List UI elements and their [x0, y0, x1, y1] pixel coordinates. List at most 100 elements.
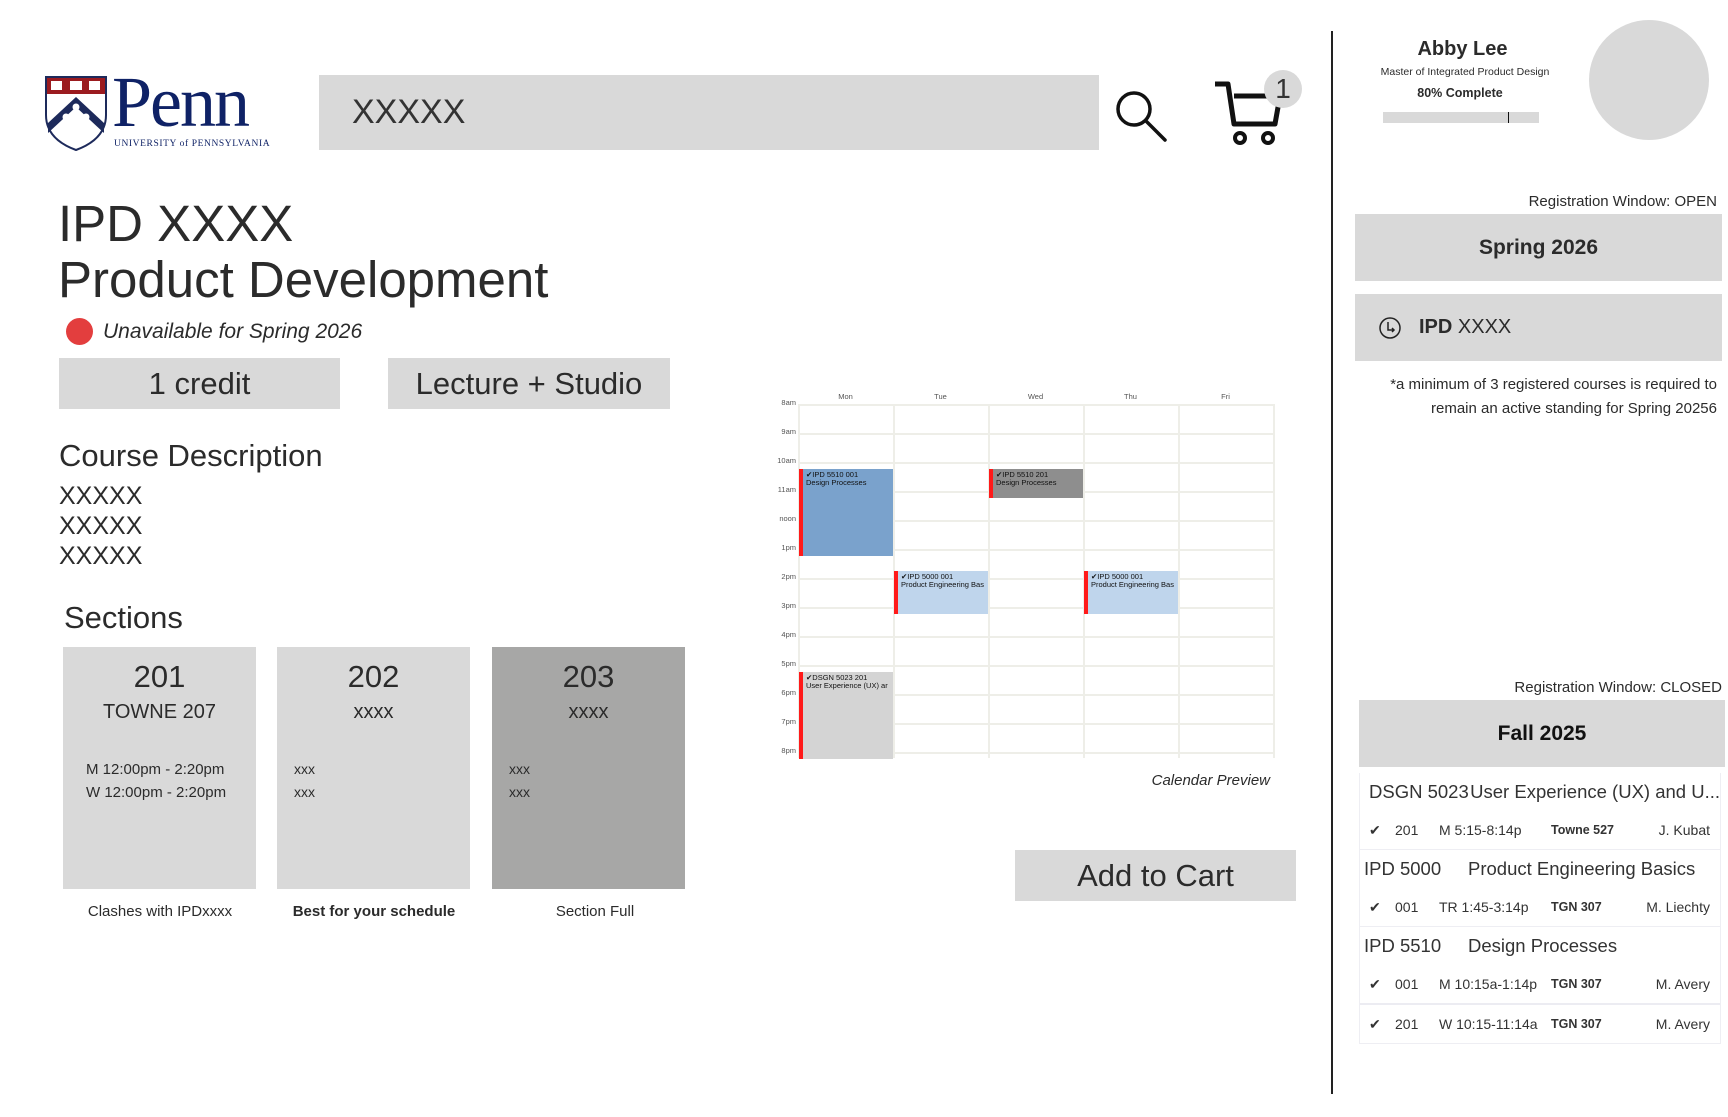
calendar-day-label: Thu — [1124, 392, 1137, 401]
search-input[interactable]: XXXXX — [319, 75, 1099, 150]
calendar-gridline — [798, 752, 1273, 754]
section-time: W 10:15-11:14a — [1439, 1016, 1538, 1032]
progress-marker — [1507, 112, 1509, 123]
calendar-hour-label: 7pm — [781, 717, 796, 726]
calendar-day-label: Tue — [934, 392, 947, 401]
calendar-event[interactable]: ✔DSGN 5023 201 User Experience (UX) ar — [799, 672, 893, 759]
student-name: Abby Lee — [1417, 38, 1508, 60]
event-subtitle: Product Engineering Bas — [901, 579, 984, 589]
event-subtitle: Product Engineering Bas — [1091, 579, 1174, 589]
fall-course-list: DSGN 5023 User Experience (UX) and U... ✔ 2… — [1359, 773, 1721, 1044]
calendar-gridline — [798, 607, 1273, 609]
calendar-event[interactable]: ✔IPD 5000 001 Product Engineering Bas — [894, 570, 988, 614]
credits-badge: 1 credit — [59, 358, 340, 409]
section-number: 201 — [1395, 822, 1419, 838]
row-divider — [1360, 1003, 1720, 1005]
course-title: User Experience (UX) and U... — [1470, 781, 1720, 802]
section-card-203[interactable]: 203 xxxx xxx xxx — [492, 647, 685, 889]
penn-shield-icon — [45, 76, 107, 152]
course-header: IPD 5510 Design Processes — [1360, 927, 1720, 965]
course-prefix: IPD — [1419, 316, 1453, 338]
check-icon: ✔ — [1369, 975, 1381, 992]
fall-course[interactable]: DSGN 5023 User Experience (UX) and U... ✔ 2… — [1359, 773, 1721, 850]
calendar-hour-label: 4pm — [781, 630, 796, 639]
calendar-day-divider — [798, 404, 800, 758]
note-line: remain an active standing for Spring 202… — [1430, 400, 1717, 417]
calendar-hour-label: 10am — [777, 456, 796, 465]
course-code: DSGN 5023 — [1369, 781, 1469, 802]
calendar-caption: Calendar Preview — [1151, 772, 1270, 789]
calendar-hour-label: noon — [779, 514, 796, 523]
description-line: XXXXX — [59, 482, 143, 510]
calendar-day-label: Wed — [1027, 392, 1044, 401]
event-title: ✔IPD 5510 201 — [996, 470, 1049, 480]
calendar-hour-label: 5pm — [781, 659, 796, 668]
description-heading: Course Description — [59, 438, 323, 473]
calendar-hour-label: 8am — [781, 398, 796, 407]
cart-course-item[interactable]: IPD XXXX — [1355, 294, 1722, 361]
section-card-202[interactable]: 202 xxxx xxx xxx — [277, 647, 470, 889]
section-row[interactable]: ✔ 001 TR 1:45-3:14p TGN 307 M. Liechty — [1360, 888, 1720, 926]
student-program: Master of Integrated Product Design — [1380, 66, 1550, 78]
calendar-event[interactable]: ✔IPD 5510 001 Design Processes — [799, 469, 893, 556]
section-instructor: M. Avery — [1655, 976, 1710, 992]
section-row[interactable]: ✔ 201 W 10:15-11:14a TGN 307 M. Avery — [1360, 1005, 1720, 1043]
add-to-cart-button[interactable]: Add to Cart — [1015, 850, 1296, 901]
course-code: XXXX — [1457, 316, 1512, 338]
calendar-hour-label: 11am — [777, 485, 796, 494]
avatar[interactable] — [1589, 20, 1709, 140]
course-name: Product Development — [58, 251, 549, 308]
section-instructor: M. Avery — [1655, 1016, 1710, 1032]
calendar-event[interactable]: ✔IPD 5510 201 Design Processes — [989, 469, 1083, 498]
search-icon[interactable] — [1112, 88, 1170, 144]
format-badge: Lecture + Studio — [388, 358, 670, 409]
availability-status: Unavailable for Spring 2026 — [103, 320, 363, 343]
calendar-hour-label: 9am — [781, 427, 796, 436]
progress-bar — [1383, 112, 1539, 123]
section-row[interactable]: ✔ 001 M 10:15a-1:14p TGN 307 M. Avery — [1360, 965, 1720, 1003]
section-number: 001 — [1395, 899, 1419, 915]
note-line: *a minimum of 3 registered courses is re… — [1390, 376, 1717, 393]
calendar-gridline — [798, 549, 1273, 551]
section-room: TGN 307 — [1551, 900, 1602, 914]
calendar-gridline — [798, 694, 1273, 696]
section-room: TGN 307 — [1551, 977, 1602, 991]
logo-subtitle: UNIVERSITY of PENNSYLVANIA — [114, 139, 271, 149]
logo-wordmark: Penn — [112, 62, 250, 142]
check-icon: ✔ — [1369, 898, 1381, 915]
fall-term-header[interactable]: Fall 2025 — [1359, 700, 1725, 767]
fall-course[interactable]: IPD 5510 Design Processes ✔ 001 M 10:15a-1:1… — [1359, 927, 1721, 1044]
event-title: ✔IPD 5000 001 — [901, 571, 954, 581]
section-time: TR 1:45-3:14p — [1439, 899, 1529, 915]
clock-icon — [1379, 316, 1401, 339]
section-time: xxx — [294, 761, 315, 777]
calendar-hour-label: 8pm — [781, 746, 796, 755]
penn-logo[interactable]: Penn UNIVERSITY of PENNSYLVANIA — [44, 62, 276, 152]
check-icon: ✔ — [1369, 1015, 1381, 1032]
section-card-201[interactable]: 201 TOWNE 207 M 12:00pm - 2:20pm W 12:00p… — [63, 647, 256, 889]
status-dot-icon — [66, 318, 93, 345]
calendar-hour-label: 6pm — [781, 688, 796, 697]
section-caption: Best for your schedule — [292, 903, 456, 920]
section-number: 201 — [1395, 1016, 1419, 1032]
calendar-preview: 8am 9am 10am 11am noon 1pm 2pm 3pm 4pm 5pm 6pm 7pm 8… — [770, 392, 1280, 767]
calendar-gridline — [798, 433, 1273, 435]
section-number: 201 — [133, 659, 186, 694]
calendar-gridline — [798, 636, 1273, 638]
calendar-day-divider — [1273, 404, 1275, 758]
section-time: xxx — [509, 761, 530, 777]
spring-term-header[interactable]: Spring 2026 — [1355, 214, 1722, 281]
course-title: Design Processes — [1468, 935, 1618, 956]
description-line: XXXXX — [59, 542, 143, 570]
calendar-gridline — [798, 462, 1273, 464]
registration-note: *a minimum of 3 registered courses is re… — [1300, 373, 1717, 421]
section-time: xxx — [294, 784, 315, 800]
calendar-event[interactable]: ✔IPD 5000 001 Product Engineering Bas — [1084, 570, 1178, 614]
section-row[interactable]: ✔ 201 M 5:15-8:14p Towne 527 J. Kubat — [1360, 811, 1720, 849]
calendar-day-label: Fri — [1221, 392, 1230, 401]
fall-course[interactable]: IPD 5000 Product Engineering Basics ✔ 001 TR… — [1359, 850, 1721, 927]
section-number: 001 — [1395, 976, 1419, 992]
spring-registration-window: Registration Window: OPEN — [1528, 193, 1717, 210]
event-subtitle: User Experience (UX) ar — [806, 681, 888, 691]
calendar-hour-label: 1pm — [781, 543, 796, 552]
